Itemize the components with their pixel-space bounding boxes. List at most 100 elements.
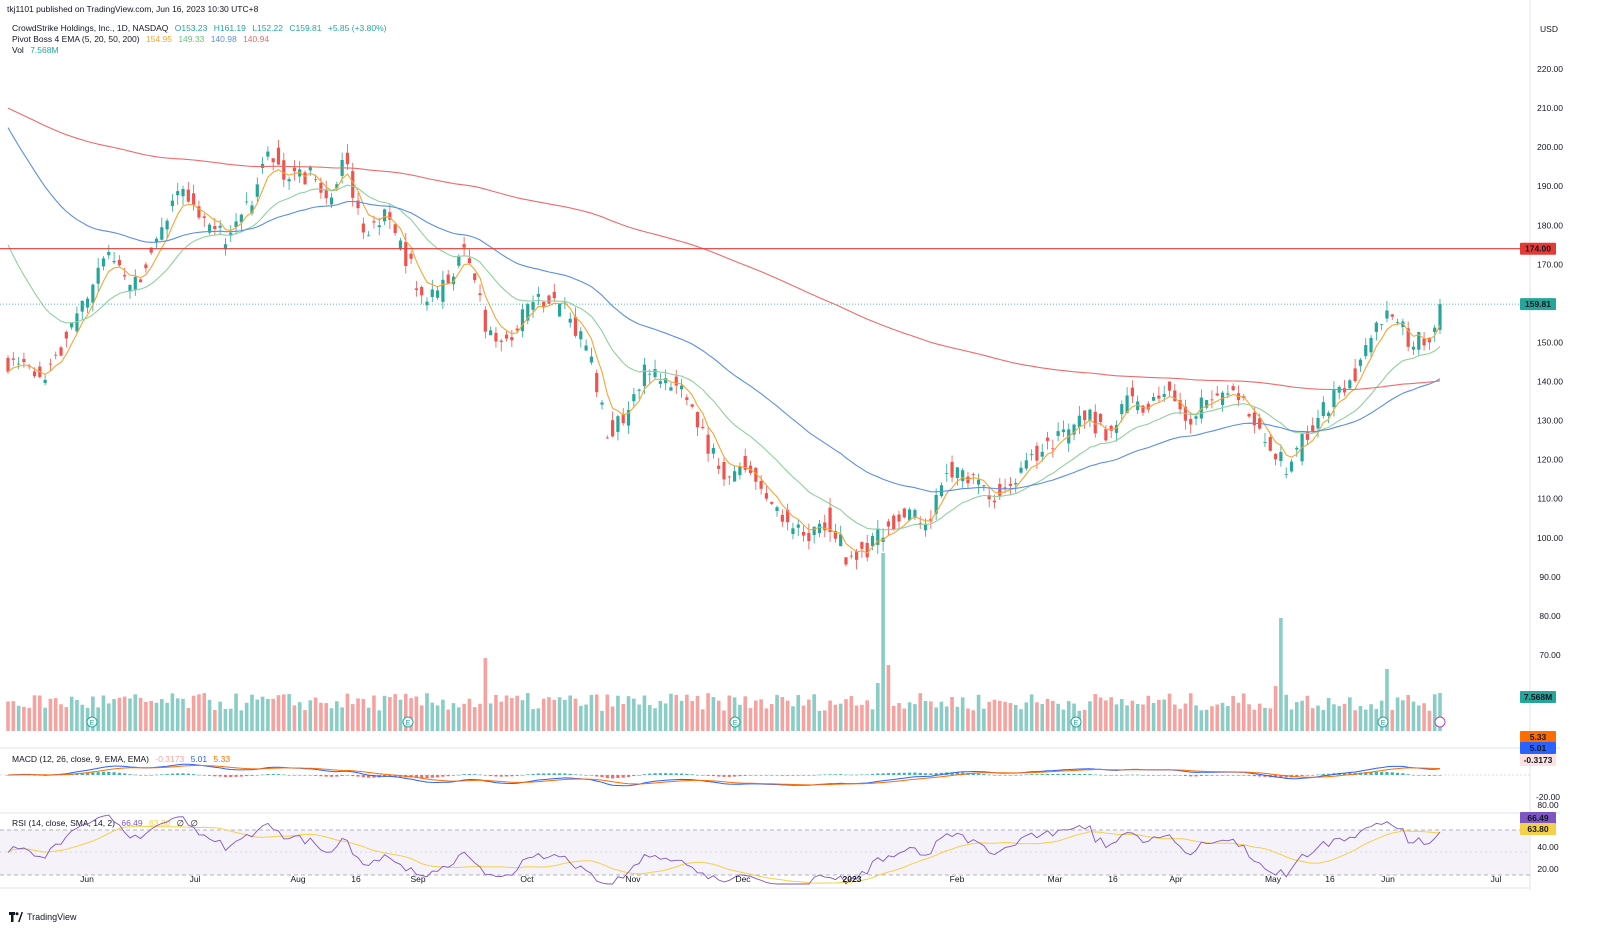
earnings-marker-icon[interactable] [402, 716, 414, 728]
volume-bar [1369, 704, 1373, 731]
macd-histogram-bar [632, 775, 636, 777]
macd-histogram-bar [1295, 775, 1299, 777]
candle-body [457, 255, 461, 266]
volume-bar [1066, 701, 1071, 731]
earnings-marker-icon[interactable] [729, 716, 741, 728]
macd-indicator-name[interactable]: MACD (12, 26, close, 9, EMA, EMA) [12, 754, 149, 764]
time-tick-label: Apr [1169, 874, 1182, 884]
candle-body [1024, 460, 1028, 469]
macd-histogram-bar [563, 773, 567, 775]
macd-histogram-bar [1019, 774, 1023, 776]
volume-bar [1109, 697, 1113, 731]
volume-bar [22, 706, 26, 731]
volume-bar [403, 693, 408, 731]
volume-bar [297, 702, 302, 731]
volume-bar [960, 697, 965, 731]
volume-bar [239, 710, 244, 731]
rsi-value-tag-bg [1520, 812, 1556, 824]
candle-body [642, 364, 647, 387]
volume-bar [1422, 703, 1426, 731]
candle-body [711, 447, 715, 454]
candle-body [536, 293, 540, 297]
candle-body [589, 356, 594, 363]
macd-histogram-bar [117, 772, 121, 775]
future-event-icon[interactable] [1434, 716, 1446, 728]
macd-histogram-bar [1162, 775, 1166, 776]
macd-histogram-bar [1263, 775, 1267, 777]
candle-body [801, 532, 806, 536]
volume-bar [117, 697, 122, 731]
ema-indicator-name[interactable]: Pivot Boss 4 EMA (5, 20, 50, 200) [12, 34, 140, 44]
macd-histogram-bar [547, 773, 551, 775]
macd-histogram-bar [1093, 774, 1097, 776]
earnings-marker-icon[interactable] [1070, 716, 1082, 728]
macd-histogram-bar [144, 775, 148, 776]
macd-histogram-bar [1114, 775, 1119, 776]
volume-bar [860, 704, 864, 731]
volume-bar [1252, 709, 1257, 731]
volume-bar [244, 702, 249, 731]
macd-histogram-bar [823, 774, 827, 776]
candle-body [207, 224, 212, 233]
volume-bar [891, 705, 896, 731]
candle-body [1215, 393, 1219, 396]
volume-bar [531, 709, 535, 731]
volume-bar [1406, 695, 1410, 731]
volume-bar [1263, 707, 1267, 731]
candle-body [133, 276, 137, 291]
candle-body [335, 184, 339, 189]
macd-histogram-bar [579, 774, 583, 776]
volume-bar [817, 710, 822, 731]
candle-body [1226, 393, 1230, 395]
macd-histogram-bar [976, 773, 981, 775]
rsi-value: 66.49 [121, 818, 143, 828]
ohlc-open: O153.23 [174, 23, 208, 33]
candle-body [420, 286, 424, 296]
candle-body [759, 480, 763, 489]
volume-bar [573, 698, 578, 731]
macd-histogram-bar [457, 774, 461, 776]
candle-body [213, 225, 217, 230]
volume-bars [6, 553, 1442, 731]
candle-body [91, 284, 95, 303]
candle-body [987, 495, 991, 500]
candle-body [616, 416, 620, 432]
candle-body [764, 493, 769, 499]
macd-histogram-bar [913, 772, 917, 775]
candle-body [1189, 418, 1193, 425]
hline-price-tag: 174.00 [1525, 244, 1551, 254]
macd-histogram-bar [218, 775, 222, 777]
volume-bar [674, 694, 679, 731]
volume-indicator-name[interactable]: Vol [12, 45, 24, 55]
volume-bar [1326, 698, 1331, 731]
earnings-marker-icon[interactable] [86, 716, 98, 728]
macd-histogram-bar [1364, 772, 1368, 775]
volume-bar [706, 693, 710, 731]
macd-histogram-bar [982, 774, 986, 775]
rsi-tick-label: 80.00 [1537, 800, 1559, 810]
earnings-marker-icon[interactable] [1377, 716, 1389, 728]
volume-bar [1082, 709, 1087, 731]
candle-body [1406, 328, 1410, 347]
candle-body [250, 205, 254, 214]
candle-body [1220, 392, 1225, 406]
macd-histogram-bar [499, 775, 503, 777]
macd-histogram-bar [446, 775, 450, 777]
symbol-title[interactable]: CrowdStrike Holdings, Inc., 1D, NASDAQ [12, 23, 169, 33]
macd-histogram-bar [351, 775, 355, 777]
volume-bar [488, 703, 493, 731]
macd-histogram-bar [340, 775, 344, 776]
volume-bar [1300, 700, 1304, 731]
volume-bar [716, 700, 721, 731]
candle-body [165, 220, 169, 230]
volume-bar [833, 704, 838, 731]
volume-bar [844, 699, 848, 731]
rsi-indicator-name[interactable]: RSI (14, close, SMA, 14, 2) [12, 818, 115, 828]
macd-histogram-bar [186, 773, 190, 775]
volume-bar [451, 703, 456, 731]
macd-histogram-bar [303, 775, 307, 776]
volume-bar [525, 693, 530, 731]
volume-bar [1204, 709, 1209, 731]
